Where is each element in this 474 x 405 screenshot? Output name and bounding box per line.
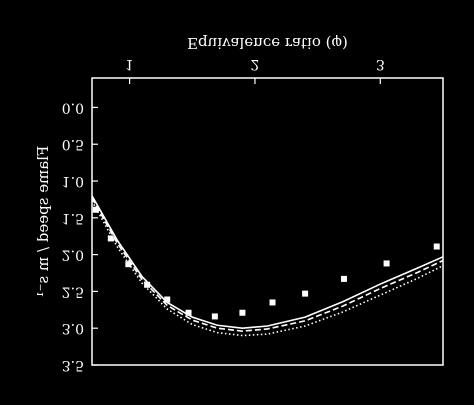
x-tick-label: 2 — [251, 56, 260, 72]
y-tick-label: 3.5 — [62, 357, 84, 373]
y-tick-label: 1.0 — [62, 173, 84, 189]
y-tick-label: 1.5 — [62, 210, 84, 226]
marker — [144, 281, 151, 288]
y-tick-label: 0.5 — [62, 136, 84, 152]
x-axis-title: Equivalence ratio (φ) — [187, 34, 348, 52]
x-tick-label: 1 — [125, 56, 134, 72]
marker — [125, 261, 132, 268]
x-tick-label: 3 — [376, 56, 385, 72]
y-axis-title: Flame speed / m s⁻¹ — [34, 146, 52, 298]
marker — [302, 290, 309, 297]
y-tick-label: 2.0 — [62, 247, 84, 263]
marker — [433, 243, 440, 250]
series-line — [91, 195, 444, 330]
series-line — [91, 197, 444, 332]
marker — [340, 275, 347, 282]
marker — [185, 309, 192, 316]
marker — [239, 309, 246, 316]
y-tick-label: 2.5 — [62, 283, 84, 299]
series-line — [91, 200, 444, 337]
marker — [383, 260, 390, 267]
y-tick-label: 3.0 — [62, 320, 84, 336]
marker — [92, 206, 99, 213]
marker — [107, 235, 114, 242]
y-tick-label: 0.0 — [62, 99, 84, 115]
marker — [211, 313, 218, 320]
marker — [269, 299, 276, 306]
plot-group: 0.0 0.5 1.0 1.5 2.0 2.5 3.0 3.5 1 2 3 Equivalence r… — [34, 34, 444, 373]
plot-frame — [91, 77, 444, 366]
marker — [164, 296, 171, 303]
